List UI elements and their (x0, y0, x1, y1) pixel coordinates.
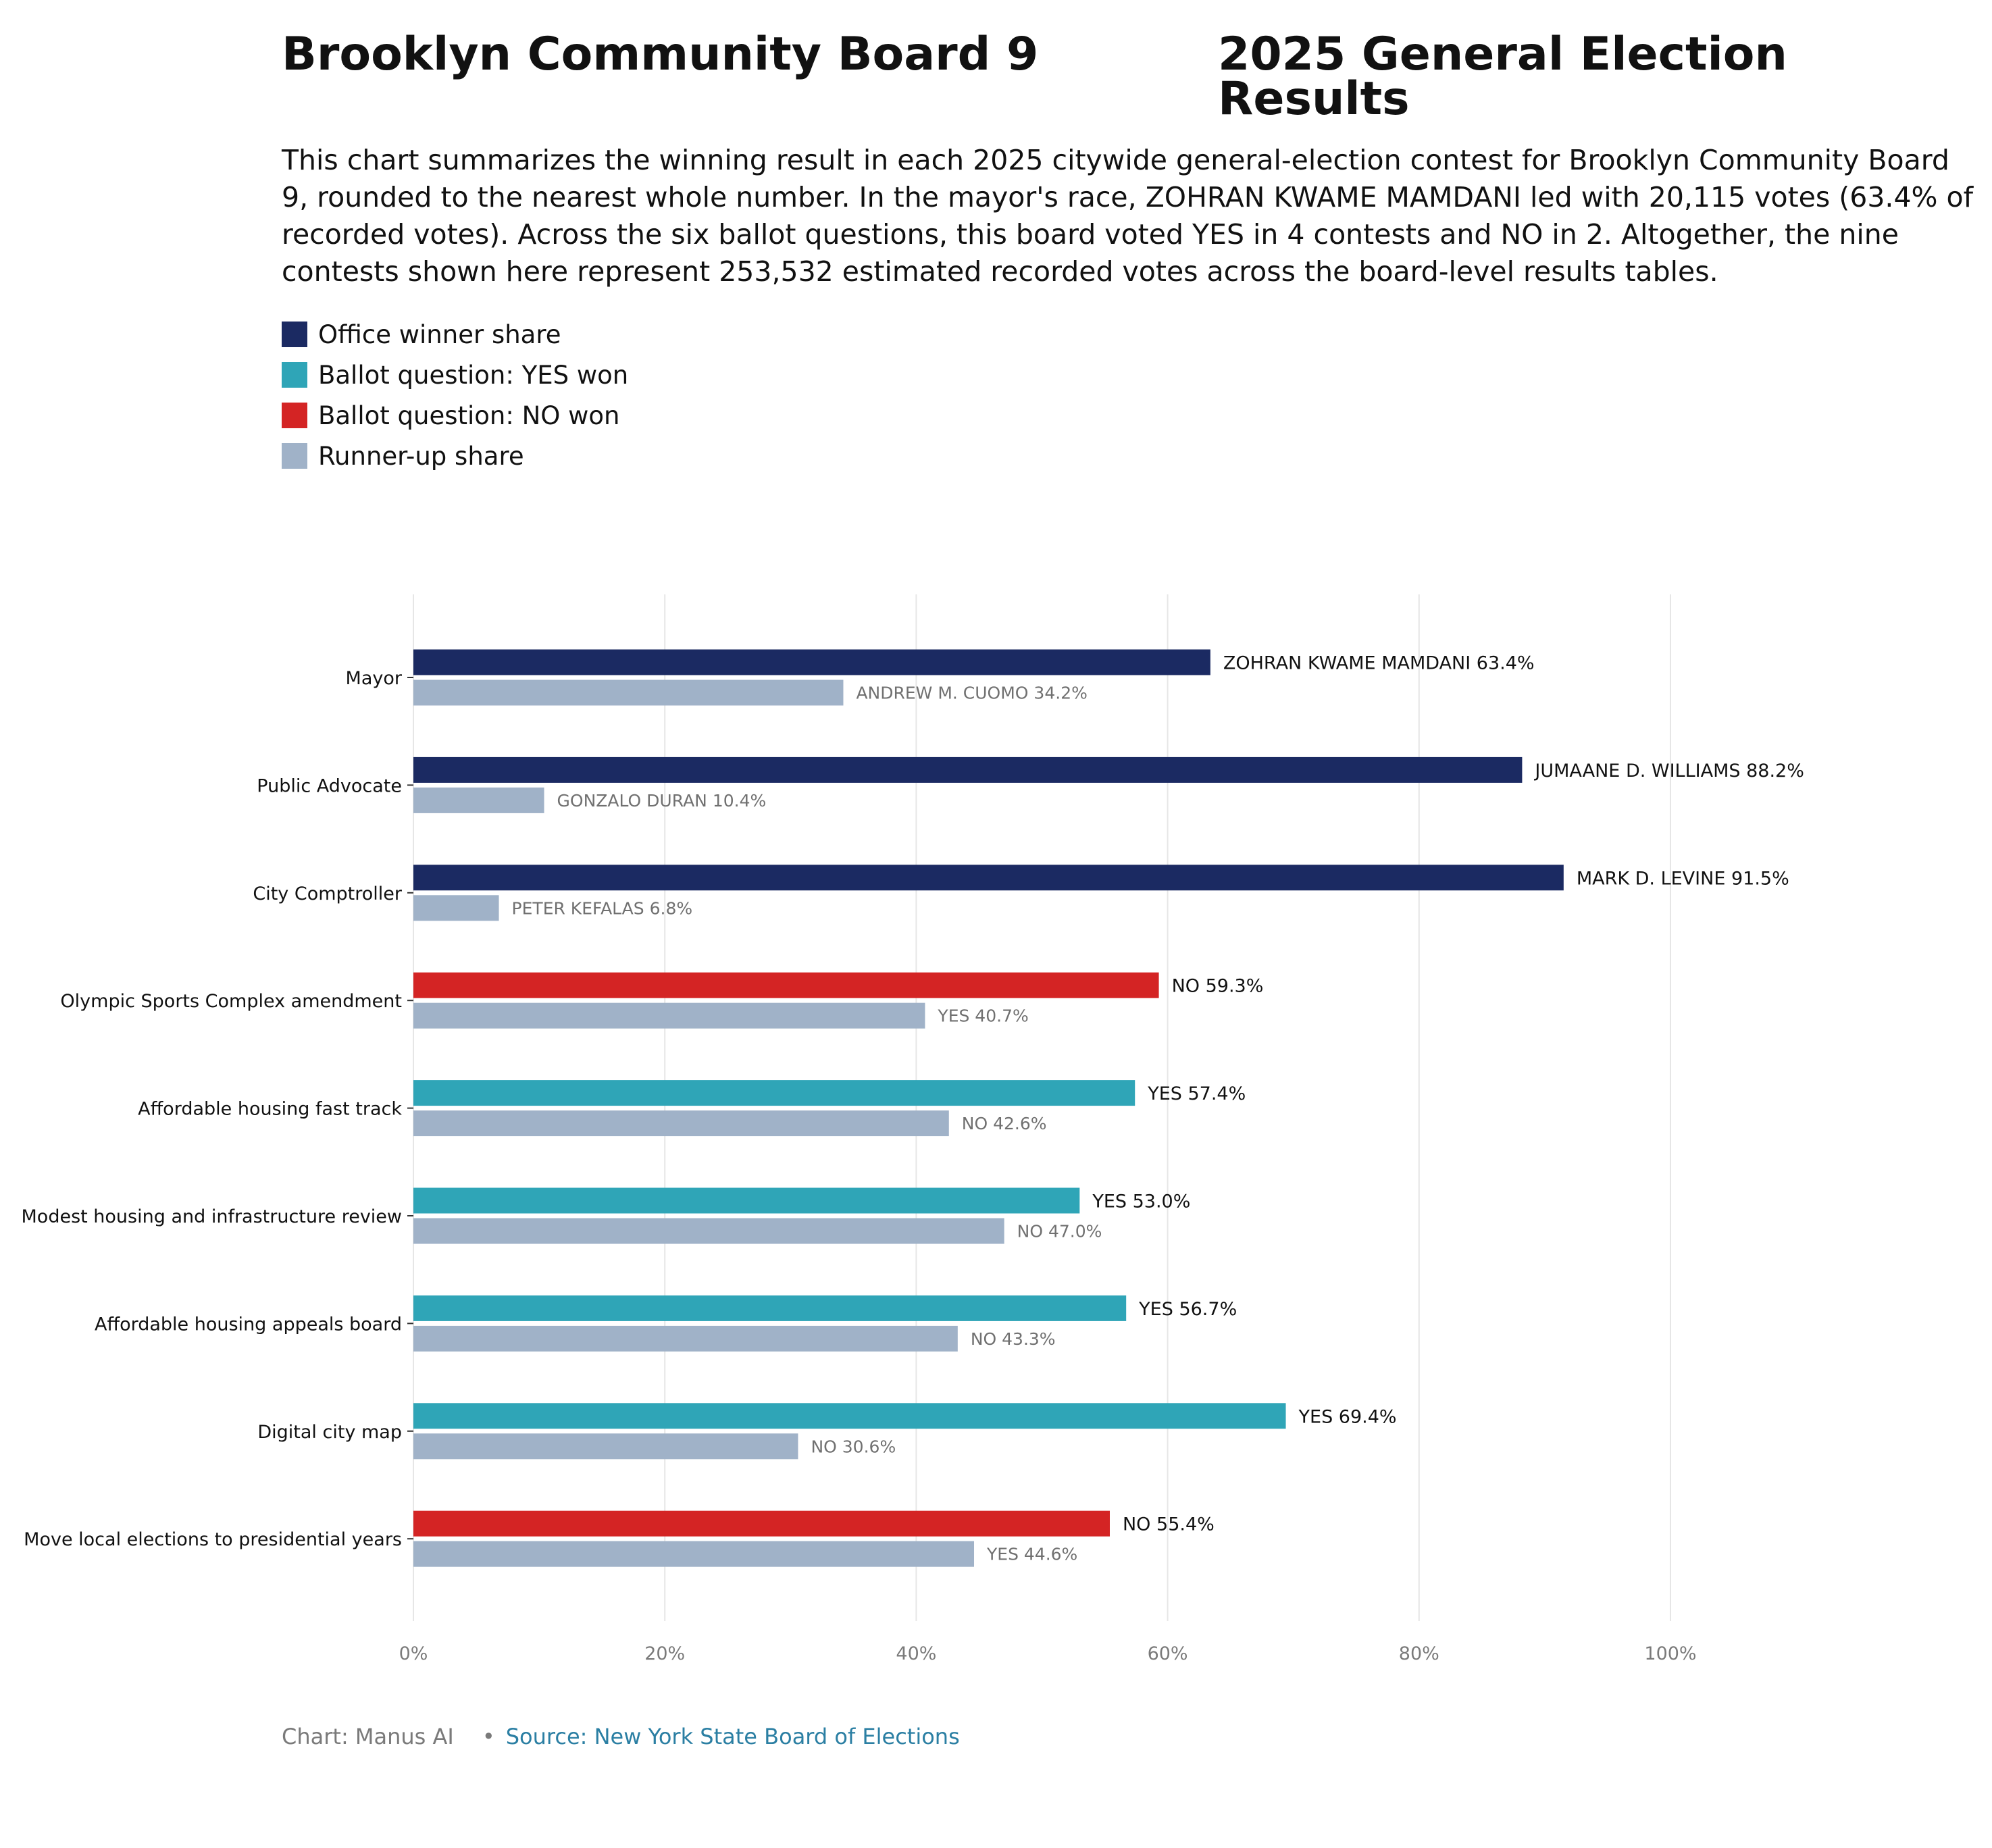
chart-description: This chart summarizes the winning result… (282, 144, 1974, 288)
runner-up-label: PETER KEFALAS 6.8% (512, 898, 693, 918)
legend-item-runner-up: Runner-up share (282, 436, 628, 476)
footer: Chart: Manus AI • Source: New York State B… (282, 1724, 960, 1749)
winner-label: YES 53.0% (1092, 1191, 1190, 1212)
legend: Office winner share Ballot question: YES… (282, 314, 628, 476)
category-label: Affordable housing appeals board (95, 1314, 402, 1335)
category-label: Move local elections to presidential yea… (24, 1529, 402, 1550)
legend-label-runner-up: Runner-up share (318, 441, 524, 471)
winner-bar (413, 1295, 1127, 1321)
runner-up-bar (413, 679, 844, 706)
legend-item-office-winner: Office winner share (282, 314, 628, 355)
runner-up-label: ANDREW M. CUOMO 34.2% (856, 684, 1087, 703)
category-label: City Comptroller (253, 883, 403, 904)
winner-bar (413, 1403, 1286, 1429)
winner-bar (413, 756, 1523, 783)
bar-chart: 0% 20% 40% 60% 80% 100% Mayor ZOHRAN KWAME MAMD… (22, 594, 1804, 1662)
category-label: Affordable housing fast track (138, 1099, 402, 1120)
category-label: Olympic Sports Complex amendment (60, 991, 402, 1012)
legend-label-yes-won: Ballot question: YES won (318, 360, 629, 390)
category-label: Public Advocate (257, 775, 402, 796)
winner-label: YES 57.4% (1147, 1083, 1246, 1104)
runner-up-label: NO 47.0% (1017, 1222, 1102, 1241)
runner-up-label: NO 43.3% (971, 1329, 1056, 1349)
x-tick-label: 40% (896, 1643, 936, 1662)
winner-bar (413, 1510, 1110, 1537)
category-label: Digital city map (257, 1422, 402, 1443)
winner-bar (413, 649, 1210, 675)
winner-label: NO 59.3% (1172, 976, 1264, 997)
runner-up-label: NO 30.6% (811, 1437, 896, 1456)
legend-item-no-won: Ballot question: NO won (282, 395, 628, 436)
x-tick-label: 100% (1644, 1643, 1696, 1662)
runner-up-bar (413, 895, 499, 921)
runner-up-bar (413, 1218, 1004, 1244)
winner-bar (413, 1187, 1080, 1214)
winner-bar (413, 865, 1564, 891)
legend-swatch-runner-up (282, 443, 307, 469)
footer-separator: • (482, 1724, 495, 1749)
x-tick-label: 0% (399, 1643, 428, 1662)
category-label: Modest housing and infrastructure review (22, 1206, 403, 1227)
winner-bar (413, 1080, 1135, 1106)
runner-up-bar (413, 787, 544, 813)
legend-swatch-office-winner (282, 322, 307, 347)
winner-bar (413, 972, 1159, 998)
runner-up-label: YES 40.7% (937, 1006, 1028, 1026)
runner-up-bar (413, 1325, 958, 1352)
winner-label: NO 55.4% (1123, 1514, 1215, 1535)
runner-up-bar (413, 1433, 798, 1460)
legend-item-yes-won: Ballot question: YES won (282, 355, 628, 395)
x-tick-label: 20% (644, 1643, 685, 1662)
x-tick-label: 60% (1148, 1643, 1188, 1662)
runner-up-bar (413, 1002, 925, 1029)
legend-label-office-winner: Office winner share (318, 319, 561, 349)
runner-up-label: GONZALO DURAN 10.4% (557, 791, 767, 811)
runner-up-label: YES 44.6% (986, 1545, 1077, 1564)
category-label: Mayor (346, 668, 403, 689)
runner-up-label: NO 42.6% (962, 1114, 1047, 1133)
winner-label: YES 56.7% (1138, 1299, 1237, 1320)
source-link[interactable]: Source: New York State Board of Election… (505, 1724, 960, 1749)
winner-label: MARK D. LEVINE 91.5% (1577, 868, 1789, 889)
chart-title: Brooklyn Community Board 9 (282, 28, 1039, 81)
runner-up-bar (413, 1541, 975, 1567)
winner-label: ZOHRAN KWAME MAMDANI 63.4% (1223, 653, 1535, 674)
legend-swatch-no-won (282, 403, 307, 428)
runner-up-bar (413, 1110, 949, 1137)
chart-subtitle: 2025 General Election Results (1218, 28, 1787, 126)
x-tick-label: 80% (1399, 1643, 1439, 1662)
chart-credit: Chart: Manus AI (282, 1724, 454, 1749)
legend-label-no-won: Ballot question: NO won (318, 401, 620, 430)
legend-swatch-yes-won (282, 362, 307, 388)
winner-label: JUMAANE D. WILLIAMS 88.2% (1533, 761, 1804, 781)
winner-label: YES 69.4% (1298, 1406, 1397, 1427)
